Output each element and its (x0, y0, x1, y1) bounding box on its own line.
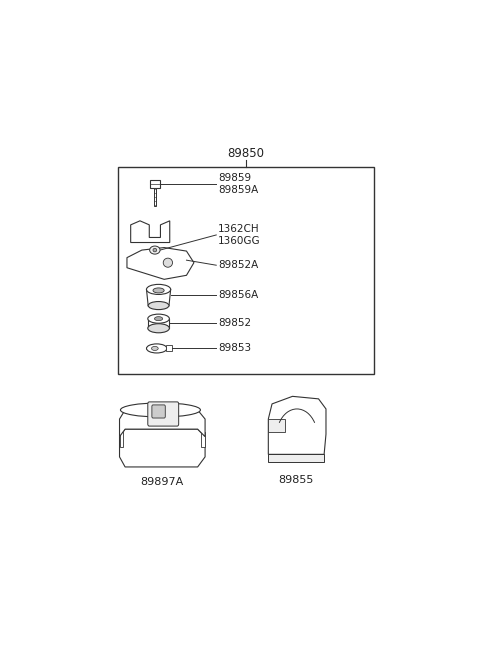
Text: 1362CH
1360GG: 1362CH 1360GG (218, 224, 261, 246)
Bar (154, 188, 156, 206)
Polygon shape (127, 248, 194, 279)
Polygon shape (268, 419, 285, 432)
Bar (118, 167, 374, 373)
Polygon shape (268, 455, 324, 462)
Ellipse shape (148, 301, 169, 310)
FancyBboxPatch shape (150, 180, 160, 188)
Ellipse shape (153, 248, 157, 252)
Text: 89897A: 89897A (141, 477, 184, 487)
Ellipse shape (148, 324, 169, 333)
Polygon shape (120, 410, 205, 437)
Ellipse shape (148, 314, 169, 323)
FancyBboxPatch shape (148, 402, 179, 426)
Ellipse shape (153, 288, 164, 293)
Polygon shape (166, 345, 172, 352)
Text: 89856A: 89856A (218, 290, 258, 301)
Ellipse shape (152, 346, 158, 350)
FancyBboxPatch shape (152, 405, 165, 418)
Text: 89853: 89853 (218, 343, 251, 354)
Ellipse shape (146, 344, 167, 353)
Polygon shape (120, 429, 205, 467)
Text: 89850: 89850 (228, 147, 264, 160)
Text: 89855: 89855 (278, 474, 314, 485)
Ellipse shape (150, 246, 160, 254)
Text: 89852A: 89852A (218, 260, 258, 271)
FancyBboxPatch shape (120, 432, 123, 447)
Text: 89852: 89852 (218, 318, 251, 328)
Ellipse shape (120, 403, 201, 417)
Ellipse shape (163, 258, 172, 267)
Polygon shape (131, 221, 170, 242)
Ellipse shape (146, 284, 171, 295)
Polygon shape (268, 396, 326, 455)
Text: 89859
89859A: 89859 89859A (218, 173, 258, 195)
Ellipse shape (155, 316, 163, 321)
FancyBboxPatch shape (202, 432, 205, 447)
